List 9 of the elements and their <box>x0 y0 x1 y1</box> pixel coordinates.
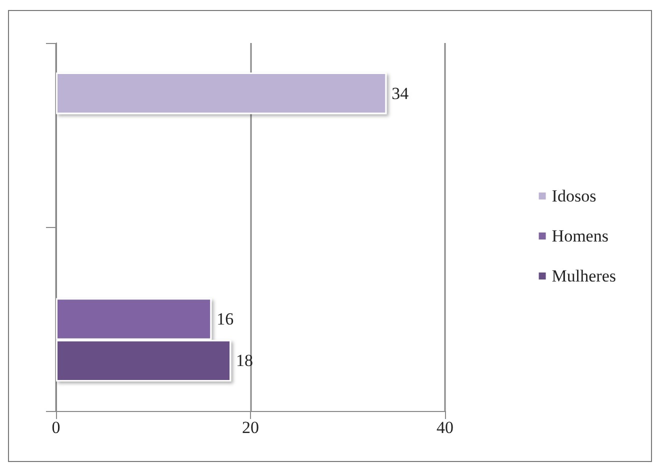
data-label: 16 <box>216 310 234 328</box>
x-tick-label: 20 <box>242 418 259 437</box>
data-label: 18 <box>236 351 254 370</box>
x-tick-label: 40 <box>436 418 454 437</box>
legend-label: Homens <box>552 226 608 246</box>
data-label: 34 <box>392 84 410 103</box>
x-tick-label: 0 <box>52 418 60 437</box>
legend-label: Idosos <box>552 186 596 206</box>
legend-label: Mulheres <box>552 266 616 286</box>
